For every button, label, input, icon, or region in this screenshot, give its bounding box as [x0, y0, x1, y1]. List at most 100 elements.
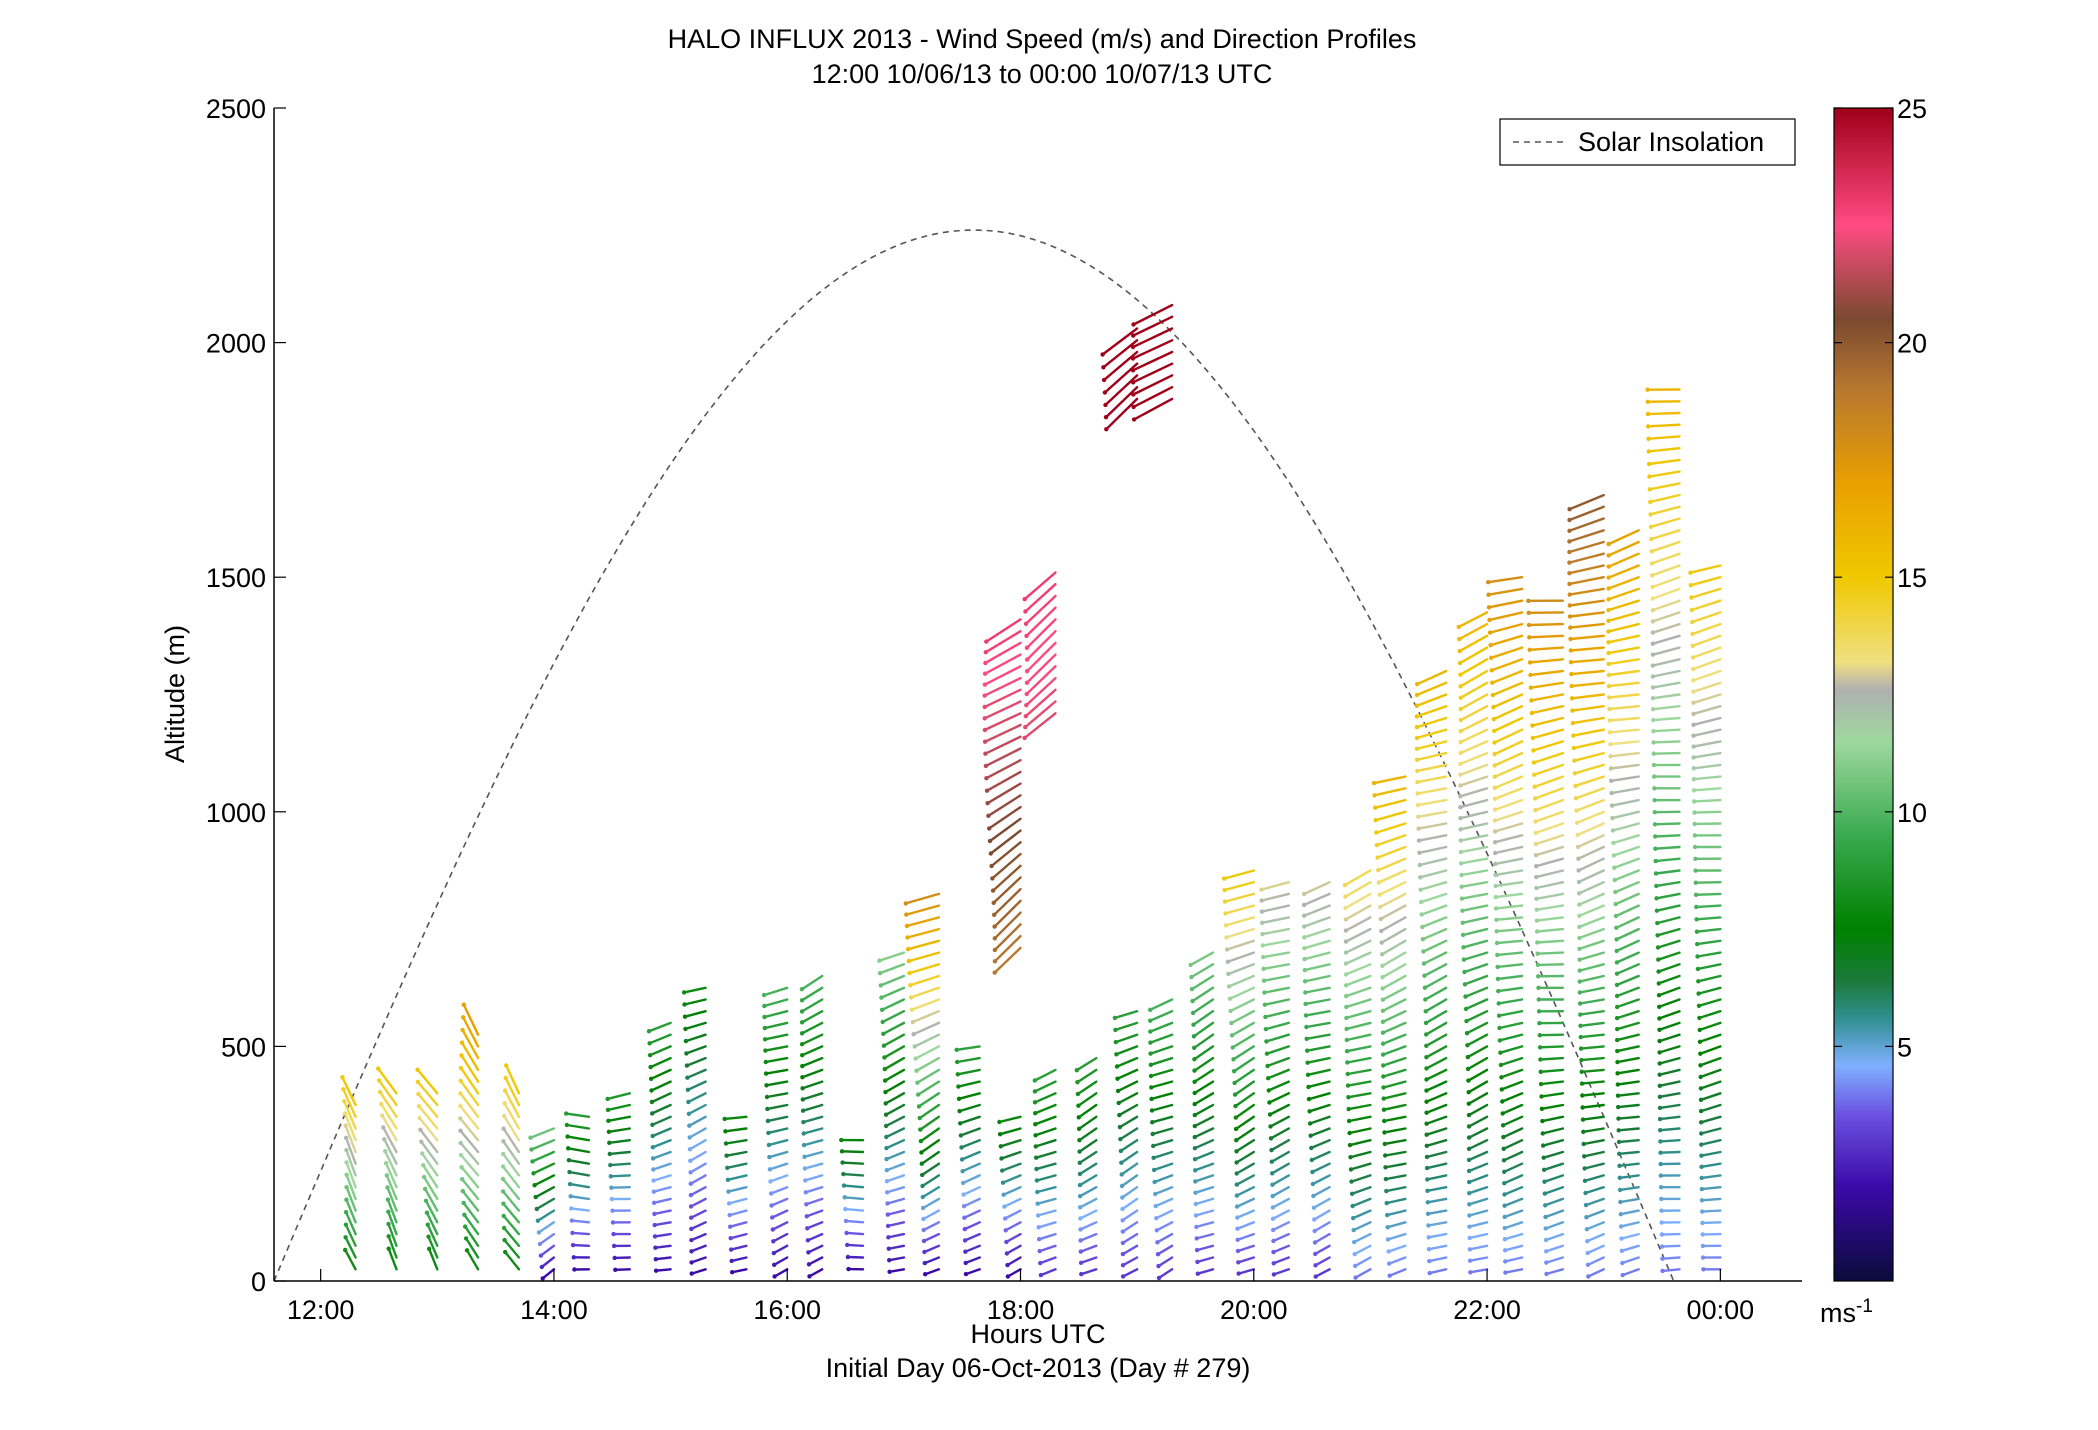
wind-vector-head: [877, 959, 881, 963]
wind-vector-head: [918, 1127, 922, 1131]
wind-vector-head: [915, 1081, 919, 1085]
wind-vector-head: [685, 1063, 689, 1067]
wind-vector-head: [1567, 582, 1571, 586]
wind-vector-head: [652, 1201, 656, 1205]
wind-vector-head: [1615, 1005, 1619, 1009]
wind-vector-head: [1700, 1187, 1704, 1191]
wind-vector-head: [1419, 888, 1423, 892]
wind-vector-head: [653, 1246, 657, 1250]
wind-vector-head: [343, 1111, 347, 1115]
wind-vector-head: [963, 1238, 967, 1242]
wind-vector-head: [985, 789, 989, 793]
wind-vector-head: [568, 1182, 572, 1186]
wind-vector-head: [1117, 1101, 1121, 1105]
wind-vector-head: [1699, 1109, 1703, 1113]
wind-vector-head: [1415, 758, 1419, 762]
wind-vector-head: [1488, 630, 1492, 634]
wind-vector-head: [1149, 1085, 1153, 1089]
y-tick-label: 1500: [206, 563, 266, 593]
colorbar-unit: ms: [1820, 1298, 1856, 1328]
wind-vector-head: [1540, 1107, 1544, 1111]
wind-vector-head: [1234, 1160, 1238, 1164]
wind-vector-head: [887, 1247, 891, 1251]
wind-vector-head: [1079, 1249, 1083, 1253]
wind-vector-head: [1262, 979, 1266, 983]
wind-vector-head: [1415, 769, 1419, 773]
wind-vector-head: [993, 970, 997, 974]
wind-vector-head: [1079, 1272, 1083, 1276]
wind-vector-head: [1493, 775, 1497, 779]
wind-vector-head: [689, 1204, 693, 1208]
wind-vector-head: [1526, 599, 1530, 603]
wind-vector-head: [1620, 1249, 1624, 1253]
wind-vector-head: [1149, 1063, 1153, 1067]
wind-vector: [611, 1187, 629, 1188]
wind-vector-head: [1458, 783, 1462, 787]
wind-vector-head: [1235, 1215, 1239, 1219]
wind-vector-head: [1578, 968, 1582, 972]
wind-vector-head: [1189, 963, 1193, 967]
wind-vector: [1538, 953, 1563, 954]
wind-vector-head: [1148, 1040, 1152, 1044]
wind-vector: [1660, 1140, 1679, 1141]
wind-vector: [842, 1151, 863, 1152]
wind-vector-head: [1115, 1077, 1119, 1081]
wind-vector-head: [1533, 785, 1537, 789]
wind-vector-head: [1424, 1088, 1428, 1092]
wind-vector-head: [386, 1197, 390, 1201]
wind-vector-head: [1576, 857, 1580, 861]
wind-vector: [1654, 741, 1680, 742]
wind-vector-head: [1650, 585, 1654, 589]
wind-vector-head: [1350, 1192, 1354, 1196]
wind-vector-head: [762, 1004, 766, 1008]
wind-vector-head: [1421, 937, 1425, 941]
wind-vector-head: [1651, 729, 1655, 733]
wind-vector-head: [1427, 1235, 1431, 1239]
wind-vector-head: [1344, 1005, 1348, 1009]
wind-vector-head: [1543, 1191, 1547, 1195]
wind-vector-head: [992, 924, 996, 928]
wind-vector-head: [651, 1167, 655, 1171]
wind-vector-head: [690, 1271, 694, 1275]
wind-vector-head: [843, 1207, 847, 1211]
wind-vector-head: [1036, 1213, 1040, 1217]
wind-vector-head: [1419, 900, 1423, 904]
wind-vector-head: [844, 1231, 848, 1235]
wind-vector-head: [651, 1134, 655, 1138]
wind-vector-head: [1424, 1111, 1428, 1115]
wind-vector-head: [1372, 781, 1376, 785]
wind-vector-head: [536, 1219, 540, 1223]
wind-vector-head: [1347, 1107, 1351, 1111]
wind-vector-head: [1502, 1158, 1506, 1162]
wind-vector-head: [768, 1179, 772, 1183]
wind-vector-head: [1312, 1217, 1316, 1221]
wind-vector-head: [1426, 1212, 1430, 1216]
wind-vector-head: [989, 851, 993, 855]
wind-vector-head: [1698, 1052, 1702, 1056]
wind-vector-head: [421, 1163, 425, 1167]
wind-vector-head: [1691, 755, 1695, 759]
wind-vector-head: [1422, 974, 1426, 978]
wind-vector-head: [1025, 646, 1029, 650]
colorbar-tick-label: 25: [1897, 94, 1927, 124]
wind-vector-head: [983, 693, 987, 697]
wind-vector-head: [1614, 914, 1618, 918]
wind-vector-head: [1119, 1149, 1123, 1153]
wind-vector-head: [1499, 1063, 1503, 1067]
wind-vector-head: [1192, 1034, 1196, 1038]
wind-vector-head: [1529, 686, 1533, 690]
wind-vector-head: [1615, 1060, 1619, 1064]
wind-vector-head: [1466, 1078, 1470, 1082]
wind-vector-head: [1353, 1275, 1357, 1279]
wind-vector-head: [1003, 1216, 1007, 1220]
wind-vector-head: [415, 1068, 419, 1072]
wind-vector-head: [1503, 1259, 1507, 1263]
wind-vector-head: [1532, 773, 1536, 777]
wind-vector-head: [1467, 1202, 1471, 1206]
wind-vector-head: [1310, 1158, 1314, 1162]
y-tick-label: 1000: [206, 798, 266, 828]
wind-vector-head: [1194, 1225, 1198, 1229]
wind-vector-head: [1261, 967, 1265, 971]
wind-vector-head: [1377, 880, 1381, 884]
wind-vector-head: [1530, 711, 1534, 715]
